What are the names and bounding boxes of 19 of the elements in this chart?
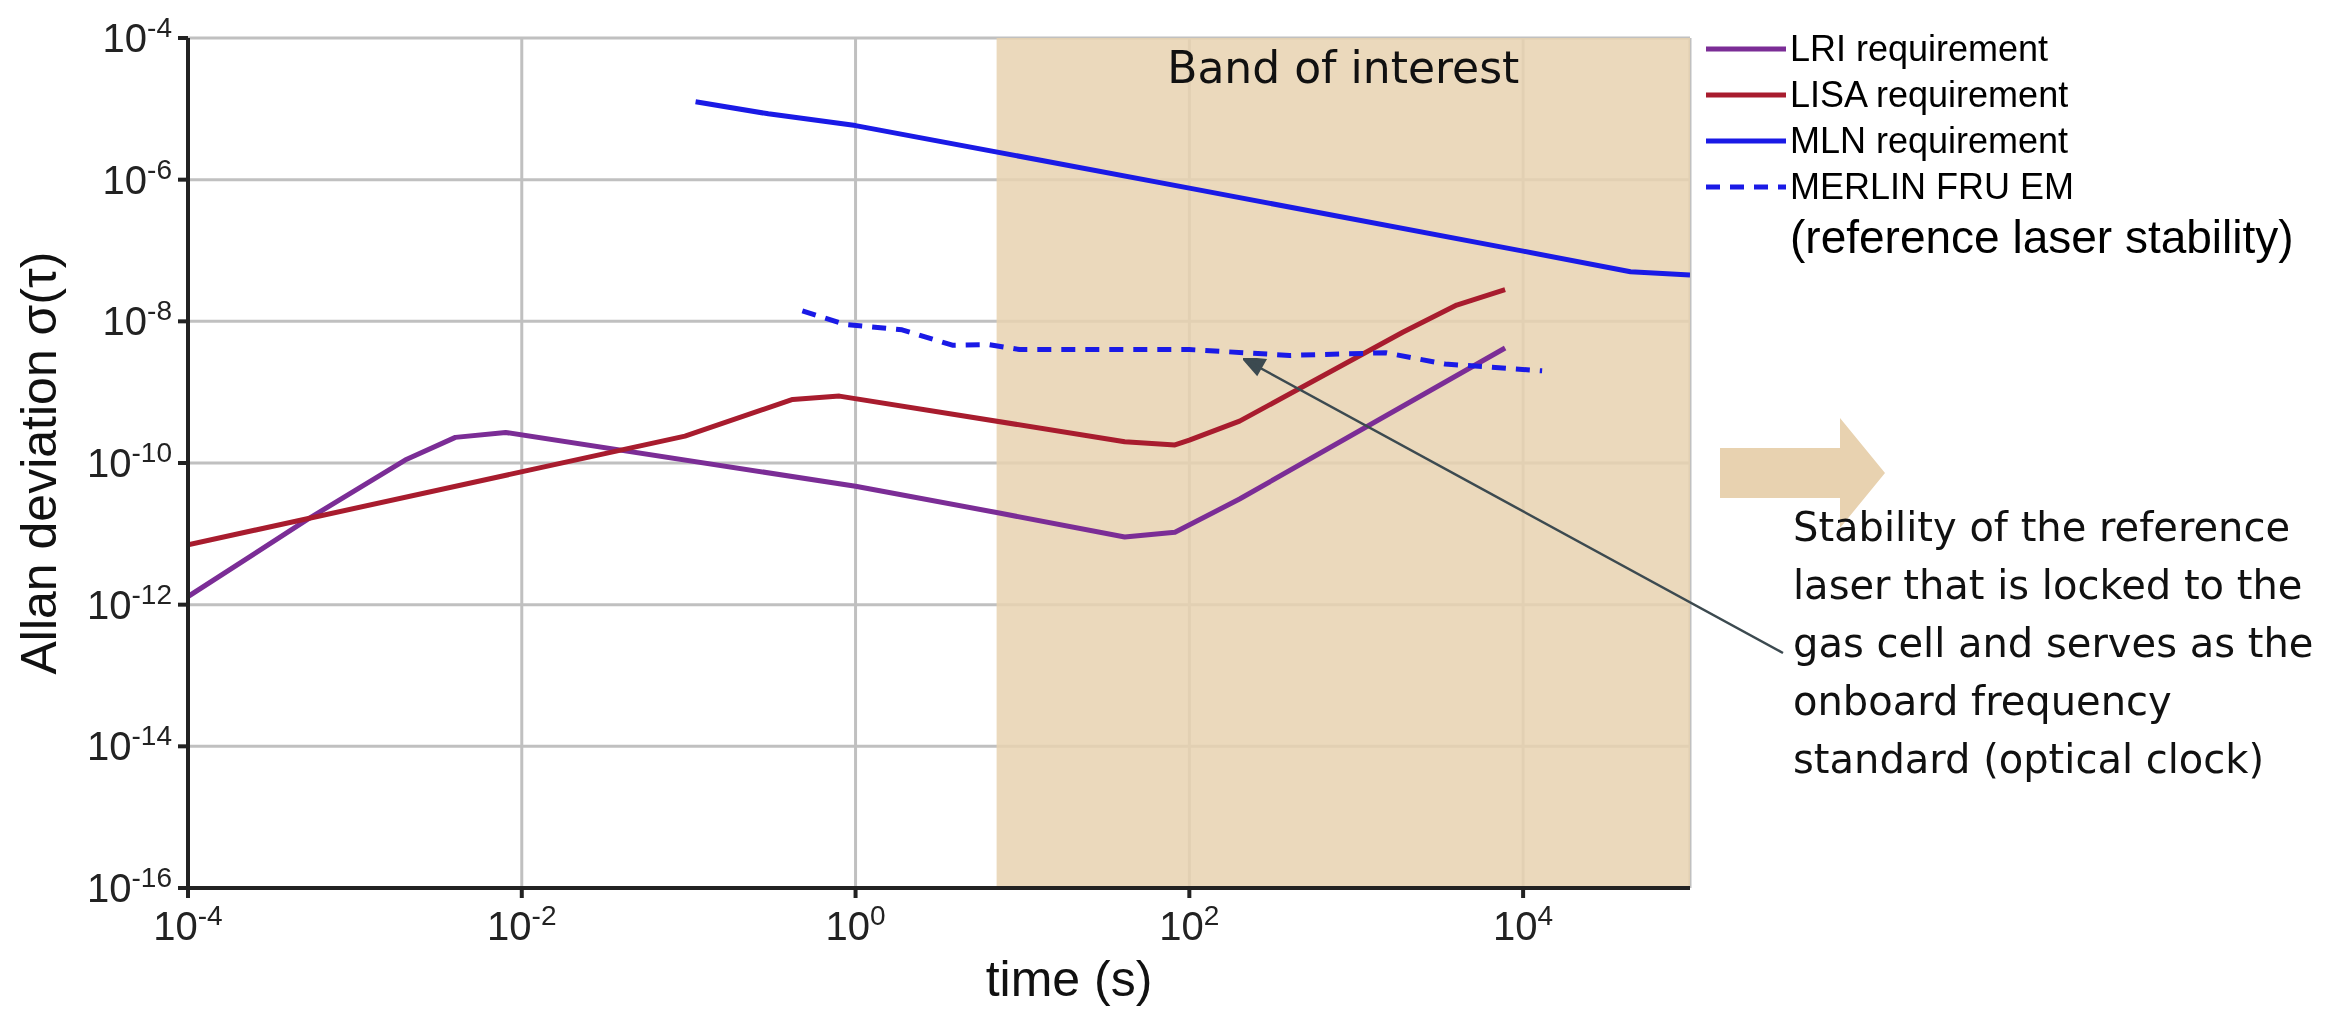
legend-label: MERLIN FRU EM bbox=[1790, 166, 2075, 208]
band-label: Band of interest bbox=[1167, 42, 1520, 94]
y-tick-label: 10$^{-6}$ bbox=[102, 153, 172, 202]
legend-label: LISA requirement bbox=[1790, 74, 2069, 116]
y-tick-label: 10$^{-14}$ bbox=[87, 719, 172, 769]
y-tick-label: 10$^{-10}$ bbox=[87, 436, 172, 485]
y-tick-label: 10$^{-12}$ bbox=[87, 578, 172, 627]
y-tick-label: 10$^{-8}$ bbox=[102, 294, 172, 344]
x-tick-label: 10$^{-2}$ bbox=[487, 899, 557, 948]
y-tick-label: 10$^{-4}$ bbox=[102, 11, 172, 60]
x-axis-title: time (s) bbox=[985, 951, 1153, 1007]
x-tick-label: 10$^{2}$ bbox=[1159, 899, 1220, 948]
text: (reference laser stability) bbox=[1790, 210, 2294, 264]
legend-label: LRI requirement bbox=[1790, 28, 2049, 70]
text: Stability of the reference laser that is locked to the gas cell and serves as the onboard frequency standard (optical clock) bbox=[1793, 503, 2315, 784]
y-axis-title: Allan deviation σ(τ) bbox=[10, 251, 67, 675]
x-tick-label: 10$^{4}$ bbox=[1493, 899, 1554, 948]
legend-label: MLN requirement bbox=[1790, 120, 2069, 162]
x-tick-label: 10$^{0}$ bbox=[825, 899, 886, 948]
